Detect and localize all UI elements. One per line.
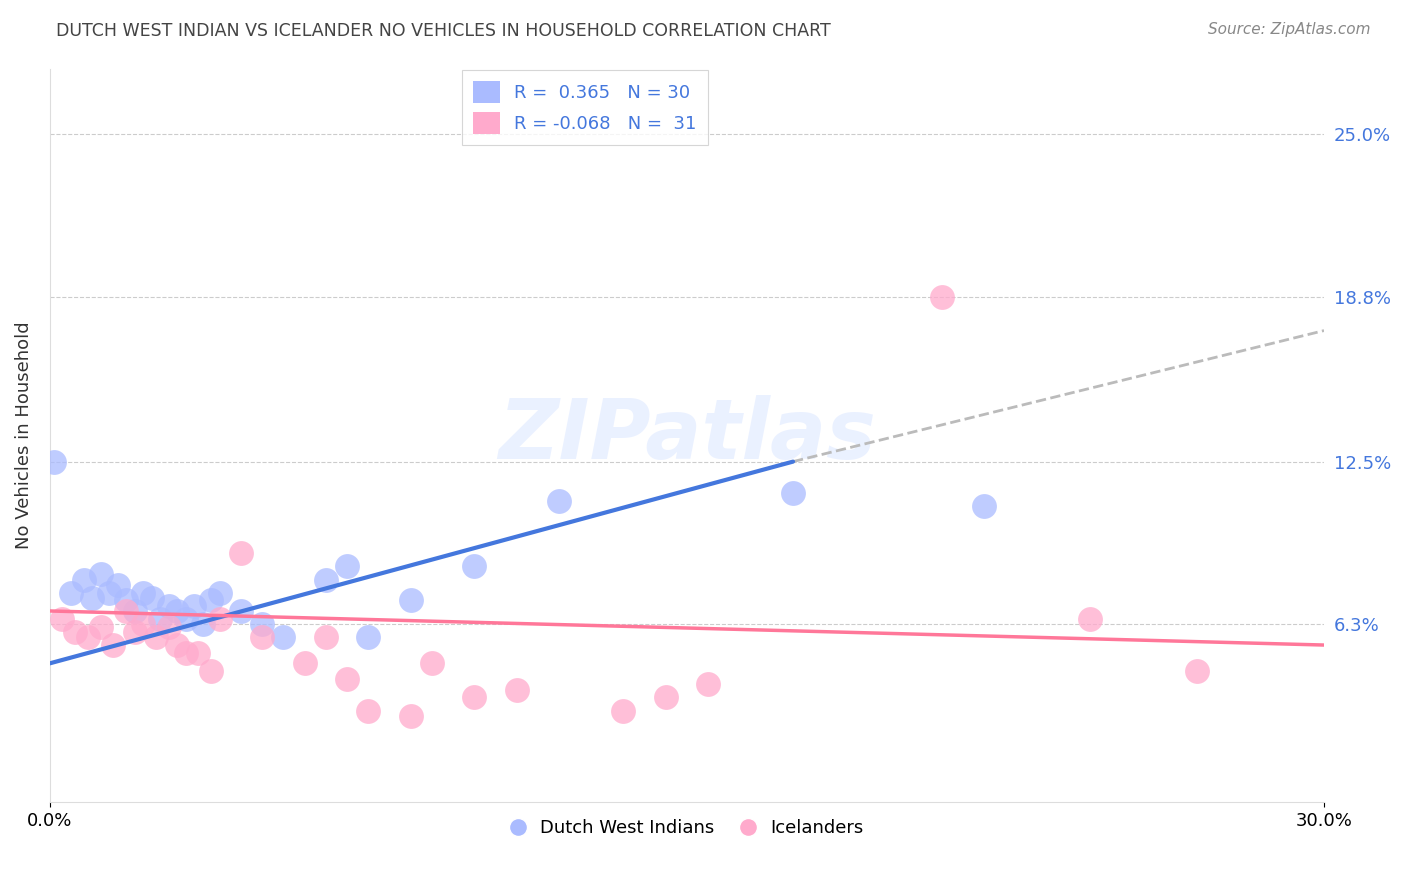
Point [59, 585, 82, 599]
Point [132, 617, 155, 632]
Point [357, 704, 380, 718]
Point [420, 657, 443, 671]
Point [90, 620, 112, 634]
Point [174, 612, 197, 626]
Point [336, 672, 359, 686]
Point [315, 630, 337, 644]
Point [103, 638, 125, 652]
Point [250, 617, 273, 632]
Point [157, 620, 180, 634]
Point [250, 630, 273, 644]
Point [77, 630, 100, 644]
Point [463, 559, 485, 574]
Point [200, 593, 222, 607]
Point [145, 630, 167, 644]
Point [229, 546, 252, 560]
Point [124, 604, 146, 618]
Point [200, 665, 222, 679]
Point [141, 591, 163, 605]
Point [548, 494, 571, 508]
Text: ZIPatlas: ZIPatlas [498, 395, 876, 476]
Point [612, 704, 634, 718]
Point [191, 617, 214, 632]
Point [174, 646, 197, 660]
Point [149, 612, 172, 626]
Point [208, 612, 231, 626]
Point [208, 585, 231, 599]
Text: DUTCH WEST INDIAN VS ICELANDER NO VEHICLES IN HOUSEHOLD CORRELATION CHART: DUTCH WEST INDIAN VS ICELANDER NO VEHICL… [56, 22, 831, 40]
Point [315, 573, 337, 587]
Point [166, 604, 188, 618]
Point [654, 690, 676, 705]
Legend: Dutch West Indians, Icelanders: Dutch West Indians, Icelanders [503, 812, 870, 845]
Point [90, 567, 112, 582]
Point [973, 499, 995, 513]
Point [107, 578, 129, 592]
Point [42, 454, 65, 468]
Point [51, 612, 73, 626]
Point [1080, 612, 1102, 626]
Point [115, 593, 138, 607]
Point [157, 599, 180, 613]
Point [229, 604, 252, 618]
Point [697, 677, 720, 691]
Point [357, 630, 380, 644]
Point [782, 486, 804, 500]
Point [124, 624, 146, 639]
Y-axis label: No Vehicles in Household: No Vehicles in Household [15, 322, 32, 549]
Point [115, 604, 138, 618]
Point [183, 599, 205, 613]
Point [63, 624, 86, 639]
Point [463, 690, 485, 705]
Text: Source: ZipAtlas.com: Source: ZipAtlas.com [1208, 22, 1371, 37]
Point [336, 559, 359, 574]
Point [98, 585, 121, 599]
Point [399, 708, 422, 723]
Point [271, 630, 294, 644]
Point [399, 593, 422, 607]
Point [506, 682, 529, 697]
Point [187, 646, 209, 660]
Point [931, 289, 953, 303]
Point [72, 573, 94, 587]
Point [166, 638, 188, 652]
Point [132, 585, 155, 599]
Point [82, 591, 104, 605]
Point [294, 657, 316, 671]
Point [1185, 665, 1208, 679]
